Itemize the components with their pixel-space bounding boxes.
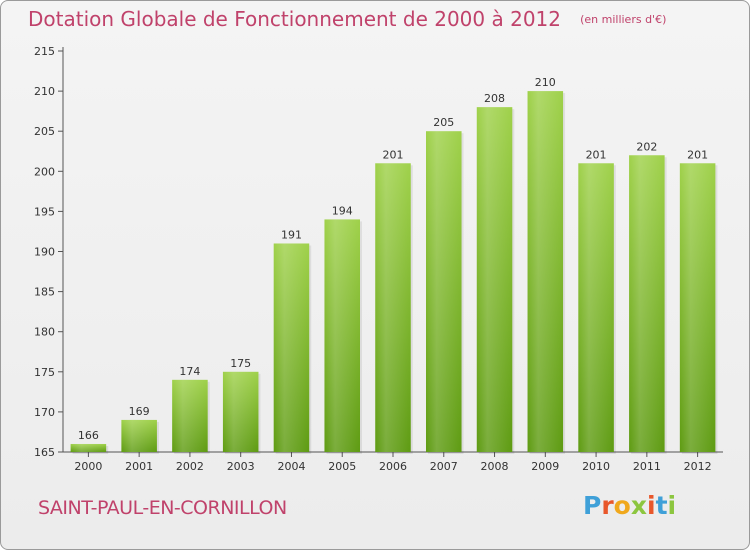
bar-highlight: [629, 155, 665, 452]
x-tick-label: 2011: [633, 460, 661, 473]
y-tick-label: 195: [34, 205, 55, 218]
logo-letter: t: [655, 491, 668, 520]
x-tick-label: 2010: [582, 460, 610, 473]
data-label: 194: [332, 204, 353, 217]
chart-unit: (en milliers d'€): [580, 13, 667, 26]
axes: 165 170 175 180 185 190 195 200 205 210 215: [34, 45, 723, 459]
bar-highlight: [222, 371, 259, 452]
logo-letter: i: [647, 491, 656, 520]
y-tick-label: 180: [34, 326, 55, 339]
data-label: 175: [230, 357, 251, 370]
logo-letter: o: [613, 491, 631, 520]
y-tick-label: 215: [34, 45, 55, 58]
bar-highlight: [324, 219, 360, 452]
x-tick-label: 2006: [379, 460, 407, 473]
logo-letter: r: [601, 491, 614, 520]
logo-letter: i: [667, 491, 677, 520]
data-label: 166: [78, 429, 99, 442]
data-label: 205: [433, 116, 454, 129]
y-tick-label: 170: [34, 406, 55, 419]
x-tick-label: 2004: [277, 460, 305, 473]
x-tick-label: 2003: [227, 460, 255, 473]
data-label: 174: [179, 365, 200, 378]
commune-name: SAINT-PAUL-EN-CORNILLON: [38, 497, 287, 519]
chart-header: Dotation Globale de Fonctionnement de 20…: [28, 7, 666, 31]
y-tick-label: 200: [34, 165, 55, 178]
bars-group: [70, 91, 718, 454]
bar-highlight: [121, 419, 157, 452]
bar-highlight: [679, 163, 716, 452]
data-label: 208: [484, 92, 505, 105]
x-tick-label: 2000: [74, 460, 102, 473]
x-tick-label: 2009: [531, 460, 559, 473]
logo-letter: P: [583, 491, 602, 520]
data-label: 191: [281, 228, 302, 241]
logo-letter: x: [630, 491, 647, 520]
x-tick-label: 2012: [684, 460, 712, 473]
bar-highlight: [273, 243, 310, 452]
y-tick-label: 190: [34, 246, 55, 259]
data-label: 201: [586, 148, 607, 161]
y-tick-label: 185: [34, 286, 55, 299]
data-label: 201: [687, 148, 708, 161]
bar-highlight: [426, 131, 462, 452]
x-tick-label: 2007: [430, 460, 458, 473]
data-label: 202: [636, 140, 657, 153]
chart-title: Dotation Globale de Fonctionnement de 20…: [28, 7, 561, 31]
y-tick-label: 210: [34, 85, 55, 98]
y-tick-label: 175: [34, 366, 55, 379]
bar-highlight: [578, 163, 614, 452]
data-label: 210: [535, 76, 556, 89]
bar-highlight: [476, 107, 513, 452]
x-tick-label: 2001: [125, 460, 153, 473]
bar-highlight: [375, 163, 411, 452]
bar-highlight: [172, 379, 208, 452]
x-tick-label: 2005: [328, 460, 356, 473]
data-label: 169: [129, 405, 150, 418]
bar-highlight: [70, 443, 107, 452]
data-label: 201: [383, 148, 404, 161]
proxiti-logo[interactable]: Proxiti: [583, 491, 676, 520]
bar-highlight: [527, 91, 564, 452]
y-tick-label: 205: [34, 125, 55, 138]
labels-group: 2000 166 2001 169 2002 174 2003 175 2004 191 2005 1…: [74, 76, 711, 473]
x-tick-label: 2008: [481, 460, 509, 473]
y-tick-label: 165: [34, 446, 55, 459]
x-tick-label: 2002: [176, 460, 204, 473]
